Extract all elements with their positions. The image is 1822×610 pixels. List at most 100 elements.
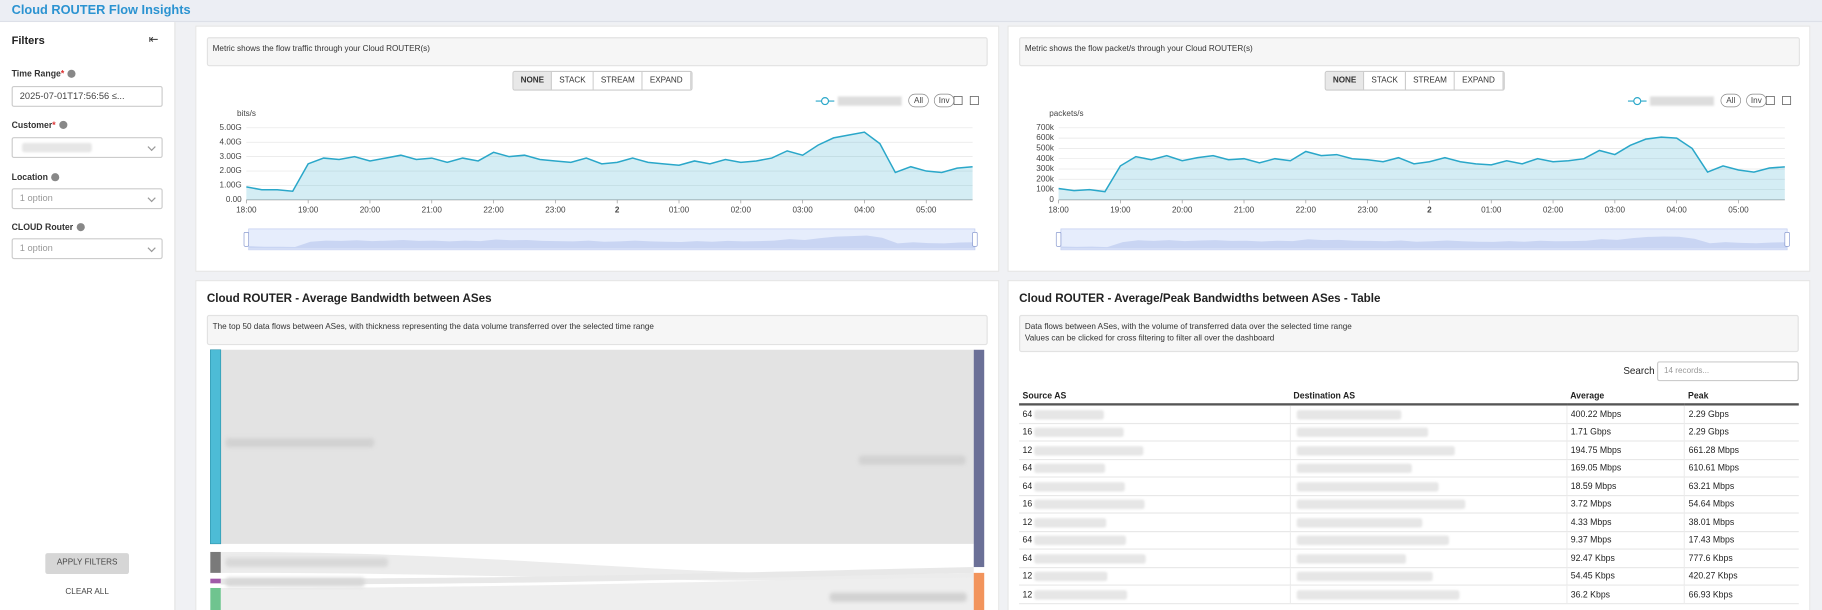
y-tick-label: 700k [1036, 123, 1055, 132]
source-cell[interactable]: 64 [1019, 404, 1290, 424]
slider-handle[interactable] [972, 232, 978, 247]
clear-button[interactable]: CLEAR ALL [65, 587, 109, 597]
mode-button[interactable]: NONE [513, 72, 553, 90]
peak-cell[interactable]: 2.29 Gbps [1683, 404, 1799, 424]
router-select[interactable]: 1 option [11, 238, 163, 260]
average-cell[interactable]: 54.45 Kbps [1566, 567, 1685, 586]
source-prefix: 64 [1022, 408, 1033, 420]
destination-cell[interactable] [1289, 567, 1567, 586]
average-cell[interactable]: 18.59 Mbps [1566, 477, 1685, 496]
average-cell[interactable]: 9.37 Mbps [1566, 531, 1685, 550]
source-cell[interactable]: 12 [1019, 440, 1290, 460]
legend-button-label: Inv [1751, 96, 1763, 105]
time-range-input[interactable]: 2025-07-01T17:56:56 ≤... [11, 85, 163, 107]
collapse-button[interactable]: ⇤ [148, 33, 159, 47]
panel-description: Data flows between ASes, with the volume… [1019, 314, 1799, 353]
destination-cell[interactable] [1289, 404, 1567, 424]
peak-cell[interactable]: 66.93 Kbps [1683, 585, 1799, 604]
source-cell[interactable]: 64 [1019, 531, 1290, 550]
table-row: 12 4.33 Mbps 38.01 Mbps [1019, 513, 1799, 532]
mode-button[interactable]: STACK [1364, 72, 1407, 90]
source-cell[interactable]: 16 [1019, 495, 1290, 514]
mode-button[interactable]: STREAM [1406, 72, 1456, 90]
column-header[interactable]: Source AS [1019, 386, 1290, 406]
column-header[interactable]: Average [1566, 386, 1685, 406]
average-cell[interactable]: 3.72 Mbps [1566, 495, 1685, 514]
legend-button[interactable] [908, 93, 929, 108]
source-cell[interactable]: 12 [1019, 513, 1290, 532]
destination-cell[interactable] [1289, 458, 1567, 478]
zoom-icon[interactable] [1765, 96, 1775, 105]
slider-handle[interactable] [1784, 232, 1790, 247]
source-prefix: 12 [1022, 516, 1033, 528]
peak-cell[interactable]: 63.21 Mbps [1683, 477, 1799, 496]
mode-button[interactable]: STACK [552, 72, 594, 90]
mode-button[interactable]: NONE [1325, 72, 1365, 90]
source-prefix: 64 [1022, 462, 1033, 474]
x-tick-label: 03:00 [792, 205, 813, 214]
peak-cell[interactable]: 38.01 Mbps [1683, 513, 1799, 532]
destination-cell[interactable] [1289, 531, 1567, 550]
peak-cell[interactable]: 17.43 Mbps [1683, 531, 1799, 550]
source-prefix: 16 [1022, 498, 1033, 510]
mode-button[interactable]: EXPAND [1455, 72, 1504, 90]
source-cell[interactable]: 64 [1019, 458, 1290, 478]
average-cell[interactable]: 169.05 Mbps [1566, 458, 1685, 478]
average-cell[interactable]: 92.47 Kbps [1566, 549, 1685, 568]
table-row: 12 36.2 Kbps 66.93 Kbps [1019, 585, 1799, 604]
restore-icon[interactable] [969, 96, 979, 105]
slider-handle[interactable] [1055, 232, 1062, 247]
average-cell[interactable]: 4.33 Mbps [1566, 513, 1685, 532]
destination-cell[interactable] [1289, 495, 1567, 514]
y-axis-label: bits/s [237, 109, 256, 118]
y-tick-label: 500k [1036, 144, 1055, 153]
blurred-text [1296, 481, 1439, 492]
destination-cell[interactable] [1289, 513, 1567, 532]
search-input[interactable]: 14 records... [1657, 361, 1799, 382]
peak-cell[interactable]: 610.61 Mbps [1683, 458, 1799, 478]
source-cell[interactable]: 16 [1019, 422, 1290, 442]
average-cell[interactable]: 1.71 Gbps [1566, 422, 1685, 442]
peak-cell[interactable]: 2.29 Gbps [1683, 422, 1799, 442]
restore-icon[interactable] [1782, 96, 1792, 105]
average-cell[interactable]: 400.22 Mbps [1566, 404, 1685, 424]
blurred-text [1034, 481, 1126, 492]
destination-cell[interactable] [1289, 549, 1567, 568]
peak-cell[interactable]: 420.27 Kbps [1683, 567, 1799, 586]
location-select[interactable]: 1 option [11, 188, 163, 210]
zoom-icon[interactable] [953, 96, 963, 105]
destination-cell[interactable] [1289, 440, 1567, 460]
time-range-label: Time Range* [12, 69, 76, 79]
destination-cell[interactable] [1289, 585, 1567, 604]
mode-button[interactable]: STREAM [593, 72, 643, 90]
source-cell[interactable]: 12 [1019, 585, 1290, 604]
sankey-diagram [210, 349, 985, 610]
source-cell[interactable]: 12 [1019, 567, 1290, 586]
customer-select[interactable] [11, 137, 163, 159]
column-header[interactable]: Destination AS [1289, 386, 1567, 406]
peak-cell[interactable]: 777.6 Kbps [1683, 549, 1799, 568]
blurred-text [1034, 427, 1125, 438]
y-tick-label: 300k [1036, 164, 1055, 173]
mode-button[interactable]: EXPAND [642, 72, 691, 90]
average-cell[interactable]: 36.2 Kbps [1566, 585, 1685, 604]
customer-label: Customer* [12, 120, 68, 130]
x-tick-label: 20:00 [1172, 205, 1193, 214]
column-header[interactable]: Peak [1684, 386, 1799, 406]
peak-cell[interactable]: 661.28 Mbps [1683, 440, 1799, 460]
peak-cell[interactable]: 54.64 Mbps [1683, 495, 1799, 514]
blurred-text [1296, 571, 1433, 582]
legend-button[interactable] [1720, 93, 1742, 108]
source-prefix: 64 [1022, 480, 1033, 492]
destination-cell[interactable] [1289, 422, 1567, 442]
source-cell[interactable]: 64 [1019, 549, 1290, 568]
legend-button-label: All [1726, 96, 1735, 105]
apply-button[interactable]: APPLY FILTERS [45, 553, 129, 575]
source-cell[interactable]: 64 [1019, 477, 1290, 496]
destination-cell[interactable] [1289, 477, 1567, 496]
average-cell[interactable]: 194.75 Mbps [1566, 440, 1685, 460]
line [1058, 136, 1785, 193]
x-tick-label: 23:00 [545, 205, 566, 214]
slider-handle[interactable] [243, 232, 250, 247]
